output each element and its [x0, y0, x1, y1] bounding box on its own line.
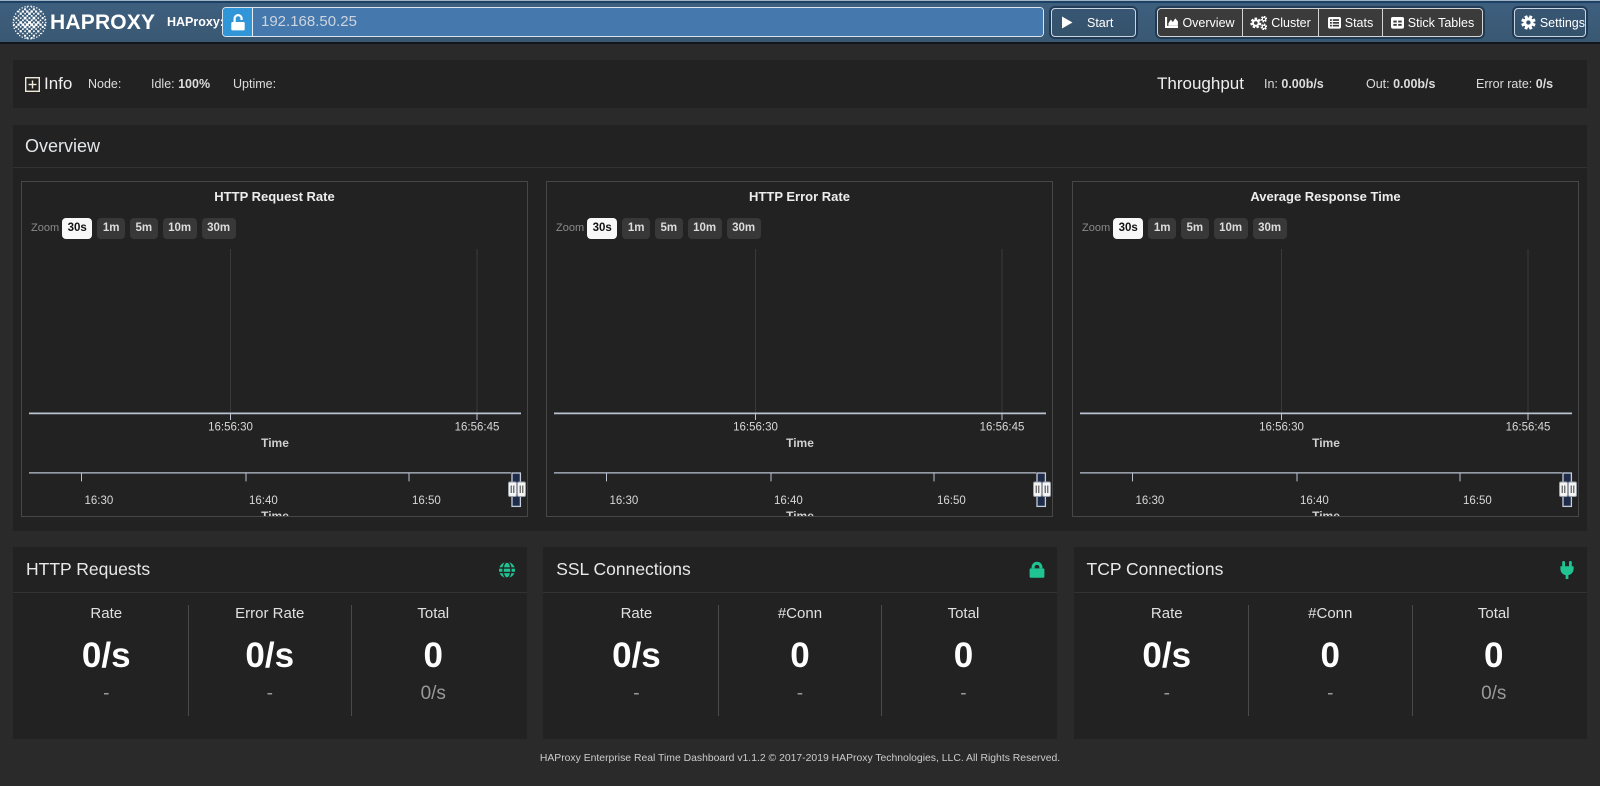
svg-text:16:50: 16:50: [412, 495, 441, 507]
svg-text:16:30: 16:30: [85, 495, 114, 507]
svg-text:16:50: 16:50: [937, 495, 966, 507]
svg-text:16:30: 16:30: [610, 495, 639, 507]
svg-text:16:56:45: 16:56:45: [455, 422, 500, 434]
svg-text:Time: Time: [1312, 509, 1340, 516]
svg-text:16:30: 16:30: [1136, 495, 1165, 507]
svg-text:16:56:30: 16:56:30: [208, 422, 253, 434]
svg-text:16:50: 16:50: [1463, 495, 1492, 507]
svg-text:Time: Time: [786, 509, 814, 516]
svg-text:Time: Time: [786, 436, 814, 450]
svg-text:16:40: 16:40: [774, 495, 803, 507]
svg-text:16:56:30: 16:56:30: [733, 422, 778, 434]
svg-text:Time: Time: [261, 436, 289, 450]
svg-text:16:56:45: 16:56:45: [980, 422, 1025, 434]
svg-text:16:40: 16:40: [249, 495, 278, 507]
svg-text:Time: Time: [1312, 436, 1340, 450]
svg-text:Time: Time: [261, 509, 289, 516]
svg-text:16:56:30: 16:56:30: [1259, 422, 1304, 434]
svg-text:16:56:45: 16:56:45: [1506, 422, 1551, 434]
svg-text:16:40: 16:40: [1300, 495, 1329, 507]
